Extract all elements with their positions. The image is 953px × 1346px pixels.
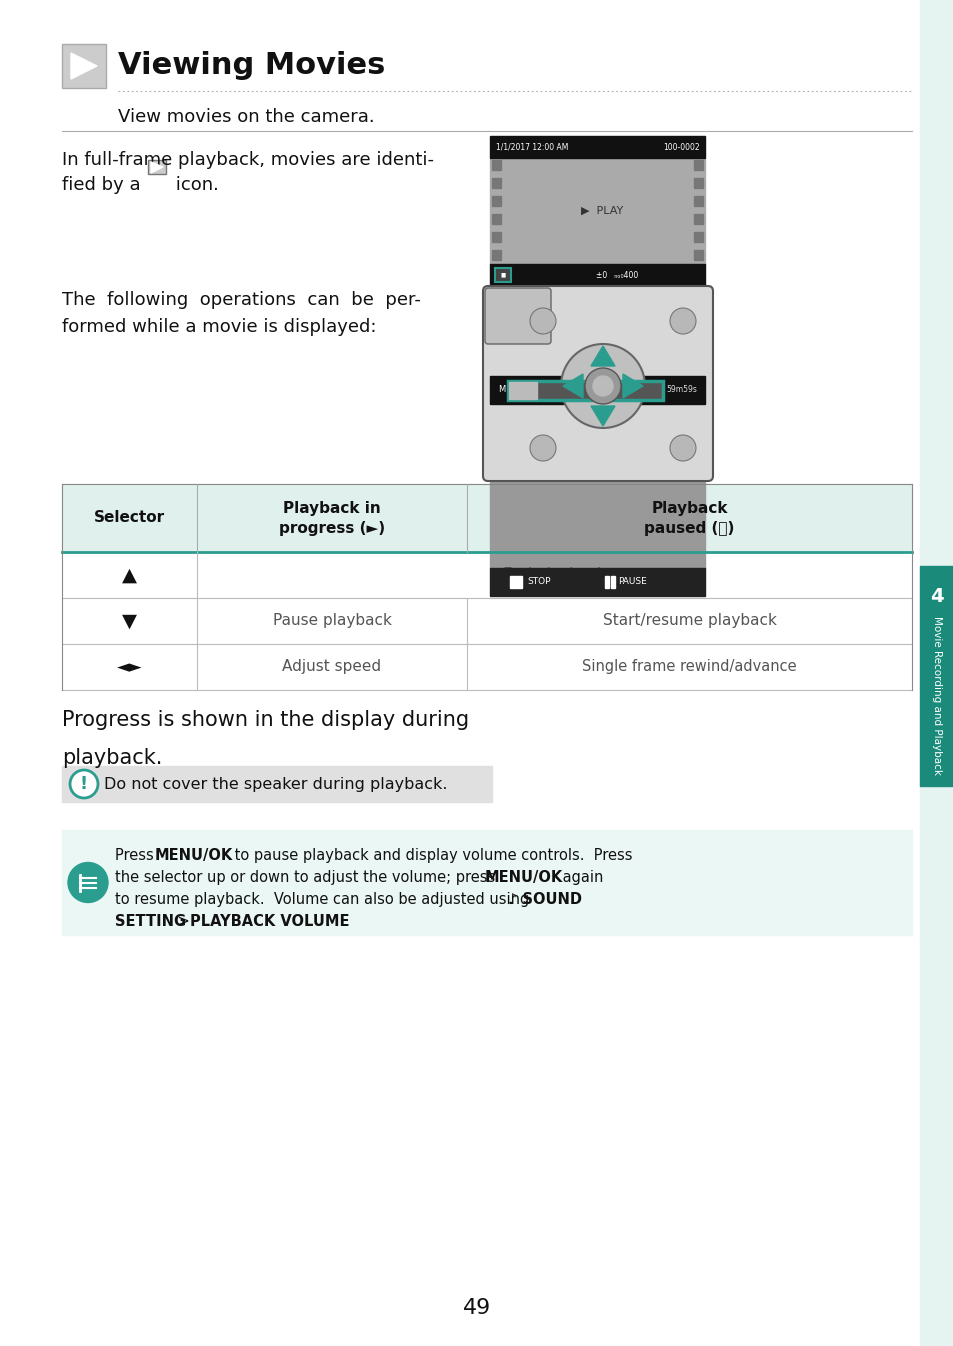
FancyBboxPatch shape: [482, 285, 712, 481]
Circle shape: [669, 435, 696, 460]
Text: .: .: [325, 914, 330, 929]
Text: playback.: playback.: [62, 748, 162, 769]
Bar: [490, 376, 704, 404]
Bar: [610, 576, 615, 588]
Text: the selector up or down to adjust the volume; press: the selector up or down to adjust the vo…: [115, 870, 499, 886]
Circle shape: [560, 345, 644, 428]
Text: Pause playback: Pause playback: [273, 614, 391, 629]
Text: paused (⏸): paused (⏸): [643, 521, 734, 536]
Bar: [490, 157, 704, 264]
Bar: [919, 567, 953, 786]
Circle shape: [530, 435, 556, 460]
Bar: [490, 136, 704, 157]
Text: 1/1/2017 12:00 AM: 1/1/2017 12:00 AM: [496, 143, 568, 152]
Bar: [490, 568, 704, 596]
Bar: [693, 232, 702, 242]
Bar: [492, 160, 500, 170]
Circle shape: [669, 308, 696, 334]
Text: Playback: Playback: [651, 502, 727, 517]
Text: ▲: ▲: [122, 565, 137, 584]
Bar: [693, 197, 702, 206]
Text: ▶  PLAY: ▶ PLAY: [580, 206, 622, 215]
Bar: [693, 250, 702, 260]
Bar: [604, 576, 608, 588]
FancyBboxPatch shape: [484, 288, 551, 345]
Text: Selector: Selector: [93, 510, 165, 525]
Circle shape: [530, 308, 556, 334]
Bar: [62, 830, 911, 935]
Circle shape: [68, 863, 108, 903]
Text: fied by a: fied by a: [62, 176, 146, 194]
Bar: [62, 766, 492, 802]
Text: Progress is shown in the display during: Progress is shown in the display during: [62, 709, 469, 730]
Bar: [693, 214, 702, 223]
Text: Adjust speed: Adjust speed: [282, 660, 381, 674]
Text: 59m59s: 59m59s: [665, 385, 697, 394]
Text: Single frame rewind/advance: Single frame rewind/advance: [581, 660, 796, 674]
Bar: [492, 178, 500, 188]
Bar: [509, 382, 537, 398]
Text: again: again: [558, 870, 602, 886]
Bar: [507, 381, 662, 400]
Text: Viewing Movies: Viewing Movies: [118, 51, 385, 81]
Polygon shape: [590, 406, 615, 425]
Text: M: M: [497, 385, 505, 394]
Circle shape: [584, 367, 620, 404]
Text: 100-0002: 100-0002: [662, 143, 700, 152]
Text: The  following  operations  can  be  per-: The following operations can be per-: [62, 291, 420, 310]
Bar: [492, 197, 500, 206]
Text: ■: ■: [500, 272, 505, 277]
Text: !: !: [80, 775, 88, 793]
Bar: [492, 214, 500, 223]
Text: ◄►: ◄►: [116, 658, 142, 676]
FancyBboxPatch shape: [148, 160, 166, 174]
Polygon shape: [562, 374, 582, 398]
Text: ±0   ₙₒ₀400: ±0 ₙₒ₀400: [596, 271, 638, 280]
Text: PAUSE: PAUSE: [618, 577, 646, 587]
Polygon shape: [622, 374, 642, 398]
Bar: [490, 264, 704, 285]
Polygon shape: [590, 346, 615, 366]
Text: to pause playback and display volume controls.  Press: to pause playback and display volume con…: [230, 848, 632, 863]
Text: icon.: icon.: [170, 176, 218, 194]
Bar: [510, 576, 521, 588]
Text: progress (►): progress (►): [278, 521, 385, 536]
Bar: [490, 404, 704, 568]
Text: ▼: ▼: [122, 611, 137, 630]
Text: ♪ SOUND: ♪ SOUND: [507, 892, 581, 907]
Circle shape: [70, 770, 98, 798]
Bar: [492, 232, 500, 242]
Text: Playback in: Playback in: [283, 502, 380, 517]
Bar: [919, 0, 953, 1346]
Bar: [492, 250, 500, 260]
Text: SETTING: SETTING: [115, 914, 186, 929]
Bar: [62, 485, 911, 552]
Text: MENU/OK: MENU/OK: [154, 848, 233, 863]
Text: STOP: STOP: [526, 577, 550, 587]
Text: Start/resume playback: Start/resume playback: [602, 614, 776, 629]
Text: to resume playback.  Volume can also be adjusted using: to resume playback. Volume can also be a…: [115, 892, 534, 907]
Bar: [693, 178, 702, 188]
Text: View movies on the camera.: View movies on the camera.: [118, 108, 375, 127]
Text: 4: 4: [929, 587, 943, 606]
Text: Press: Press: [115, 848, 158, 863]
Circle shape: [593, 376, 613, 396]
Text: formed while a movie is displayed:: formed while a movie is displayed:: [62, 318, 376, 336]
Polygon shape: [151, 162, 163, 174]
Text: MENU/OK: MENU/OK: [484, 870, 562, 886]
Text: Movie Recording and Playback: Movie Recording and Playback: [931, 616, 941, 775]
Text: In full-frame playback, movies are identi-: In full-frame playback, movies are ident…: [62, 151, 434, 170]
Text: >: >: [172, 914, 194, 929]
Polygon shape: [71, 52, 97, 79]
Bar: [62, 44, 106, 87]
FancyBboxPatch shape: [495, 268, 511, 283]
Text: PLAYBACK VOLUME: PLAYBACK VOLUME: [190, 914, 349, 929]
Text: Do not cover the speaker during playback.: Do not cover the speaker during playback…: [104, 777, 447, 791]
Text: End playback: End playback: [502, 568, 605, 583]
Text: 49: 49: [462, 1298, 491, 1318]
Bar: [693, 160, 702, 170]
